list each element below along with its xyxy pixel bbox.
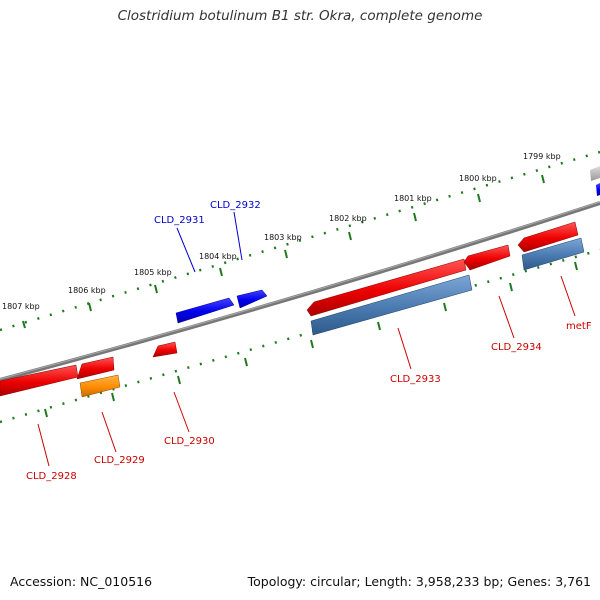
accession-text: Accession: NC_010516 — [10, 574, 153, 589]
gene-arrow-cld-2930[interactable] — [152, 341, 178, 358]
tick-label-1803: 1803 kbp — [264, 233, 302, 242]
inner-ruler-major-ticks — [44, 261, 578, 418]
gene-bar-cld-2929-rna[interactable] — [79, 374, 121, 398]
label-leader-lines-reverse — [37, 275, 576, 467]
tick-label-1807: 1807 kbp — [2, 302, 40, 311]
tick-label-1799: 1799 kbp — [523, 152, 561, 161]
map-title: Clostridium botulinum B1 str. Okra, comp… — [117, 8, 483, 24]
gene-arrow-cld-2934-cds[interactable] — [463, 244, 511, 271]
tick-label-1800: 1800 kbp — [459, 174, 497, 183]
label-cld-2928[interactable]: CLD_2928 — [26, 471, 77, 482]
gene-arrow-metf-cds[interactable] — [517, 221, 579, 253]
label-cld-2930[interactable]: CLD_2930 — [164, 436, 215, 447]
label-metf[interactable]: metF — [566, 321, 592, 332]
gene-arrow-cld-2929-cds[interactable] — [76, 356, 115, 380]
tick-label-1802: 1802 kbp — [329, 214, 367, 223]
label-cld-2929[interactable]: CLD_2929 — [94, 455, 145, 466]
gene-arrow-cld-2932[interactable] — [236, 289, 268, 309]
gene-arrow-grey-partial — [590, 166, 600, 181]
gene-bar-metf[interactable] — [521, 237, 585, 271]
label-cld-2934[interactable]: CLD_2934 — [491, 342, 542, 353]
topology-text: Topology: circular; Length: 3,958,233 bp… — [247, 574, 591, 589]
gene-arrow-cld-2931[interactable] — [175, 297, 235, 324]
outer-ruler-major-ticks — [22, 174, 545, 329]
tick-label-1806: 1806 kbp — [68, 286, 106, 295]
inner-ruler-arc — [0, 248, 600, 424]
genome-backbone — [0, 201, 600, 382]
label-leader-lines-forward — [176, 211, 243, 273]
label-cld-2933[interactable]: CLD_2933 — [390, 374, 441, 385]
tick-label-1804: 1804 kbp — [199, 252, 237, 261]
tick-label-1801: 1801 kbp — [394, 194, 432, 203]
gene-bar-cld-2933[interactable] — [310, 274, 473, 336]
gene-arrow-blue-partial — [596, 183, 600, 196]
label-cld-2932[interactable]: CLD_2932 — [210, 200, 261, 211]
tick-label-1805: 1805 kbp — [134, 268, 172, 277]
gene-arrow-cld-2933-cds[interactable] — [306, 258, 467, 317]
outer-ruler-arc — [0, 150, 600, 332]
label-cld-2931[interactable]: CLD_2931 — [154, 215, 205, 226]
genome-backbone-highlight — [0, 201, 600, 380]
